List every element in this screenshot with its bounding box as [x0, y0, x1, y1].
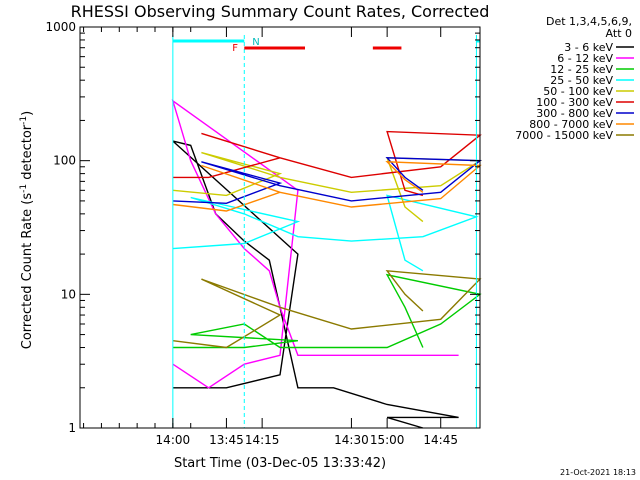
series-line-3	[172, 194, 479, 272]
y-tick-label-0: 1000	[45, 20, 76, 34]
series-line-5	[172, 130, 482, 197]
y-axis-label-part3: )	[20, 111, 35, 116]
svg-text:Corrected Count Rate (s-1 dete: Corrected Count Rate (s-1 detector-1)	[19, 111, 35, 349]
legend-label-2: 12 - 25 keV	[550, 63, 613, 76]
legend-label-6: 300 - 800 keV	[536, 107, 613, 120]
legend-label-7: 800 - 7000 keV	[529, 118, 613, 131]
legend-label-0: 3 - 6 keV	[564, 41, 613, 54]
legend-label-4: 50 - 100 keV	[543, 85, 613, 98]
plot-frame	[79, 26, 481, 429]
series-line-0	[172, 140, 459, 429]
chart-title: RHESSI Observing Summary Count Rates, Co…	[71, 2, 490, 21]
y-tick-label-1: 100	[53, 154, 76, 168]
plot-area: N F 1000 100 10 1 13:45 14:00 14:15 14:30 14:45 15:…	[45, 20, 483, 447]
x-tick-label-4: 14:45	[423, 433, 458, 447]
flare-label: F	[232, 43, 238, 54]
y-tick-label-2: 10	[61, 287, 76, 301]
series-line-2	[172, 273, 482, 349]
series-line-6	[172, 157, 482, 205]
legend-label-8: 7000 - 15000 keV	[515, 129, 613, 142]
x-tick-label-1: 14:00	[156, 433, 191, 447]
series-line-1	[171, 99, 459, 389]
legend-label-1: 6 - 12 keV	[557, 52, 613, 65]
y-tick-label-3: 1	[68, 421, 76, 435]
y-axis-label-part1: Corrected Count Rate (s	[20, 193, 35, 350]
series-line-7	[172, 161, 482, 212]
timestamp: 21-Oct-2021 18:13	[560, 468, 636, 477]
x-tick-label-5: 15:00	[370, 433, 405, 447]
y-axis-label-exp1: -1	[19, 184, 29, 193]
x-tick-label-2: 14:15	[245, 433, 280, 447]
series-line-8	[172, 269, 482, 349]
x-axis-label: Start Time (03-Dec-05 13:33:42)	[174, 456, 386, 471]
legend-header-line2: Att 0	[606, 27, 632, 40]
x-tick-label-3: 14:30	[334, 433, 369, 447]
night-label: N	[252, 37, 259, 48]
y-axis-label-part2: detector	[20, 124, 35, 184]
legend-label-5: 100 - 300 keV	[536, 96, 613, 109]
legend-label-3: 25 - 50 keV	[550, 74, 613, 87]
x-tick-label-0: 13:45	[209, 433, 244, 447]
legend-header-line1: Det 1,3,4,5,6,9,	[546, 15, 632, 28]
y-axis-label-exp2: -1	[19, 116, 29, 125]
y-axis-label: Corrected Count Rate (s-1 detector-1)	[19, 111, 35, 349]
